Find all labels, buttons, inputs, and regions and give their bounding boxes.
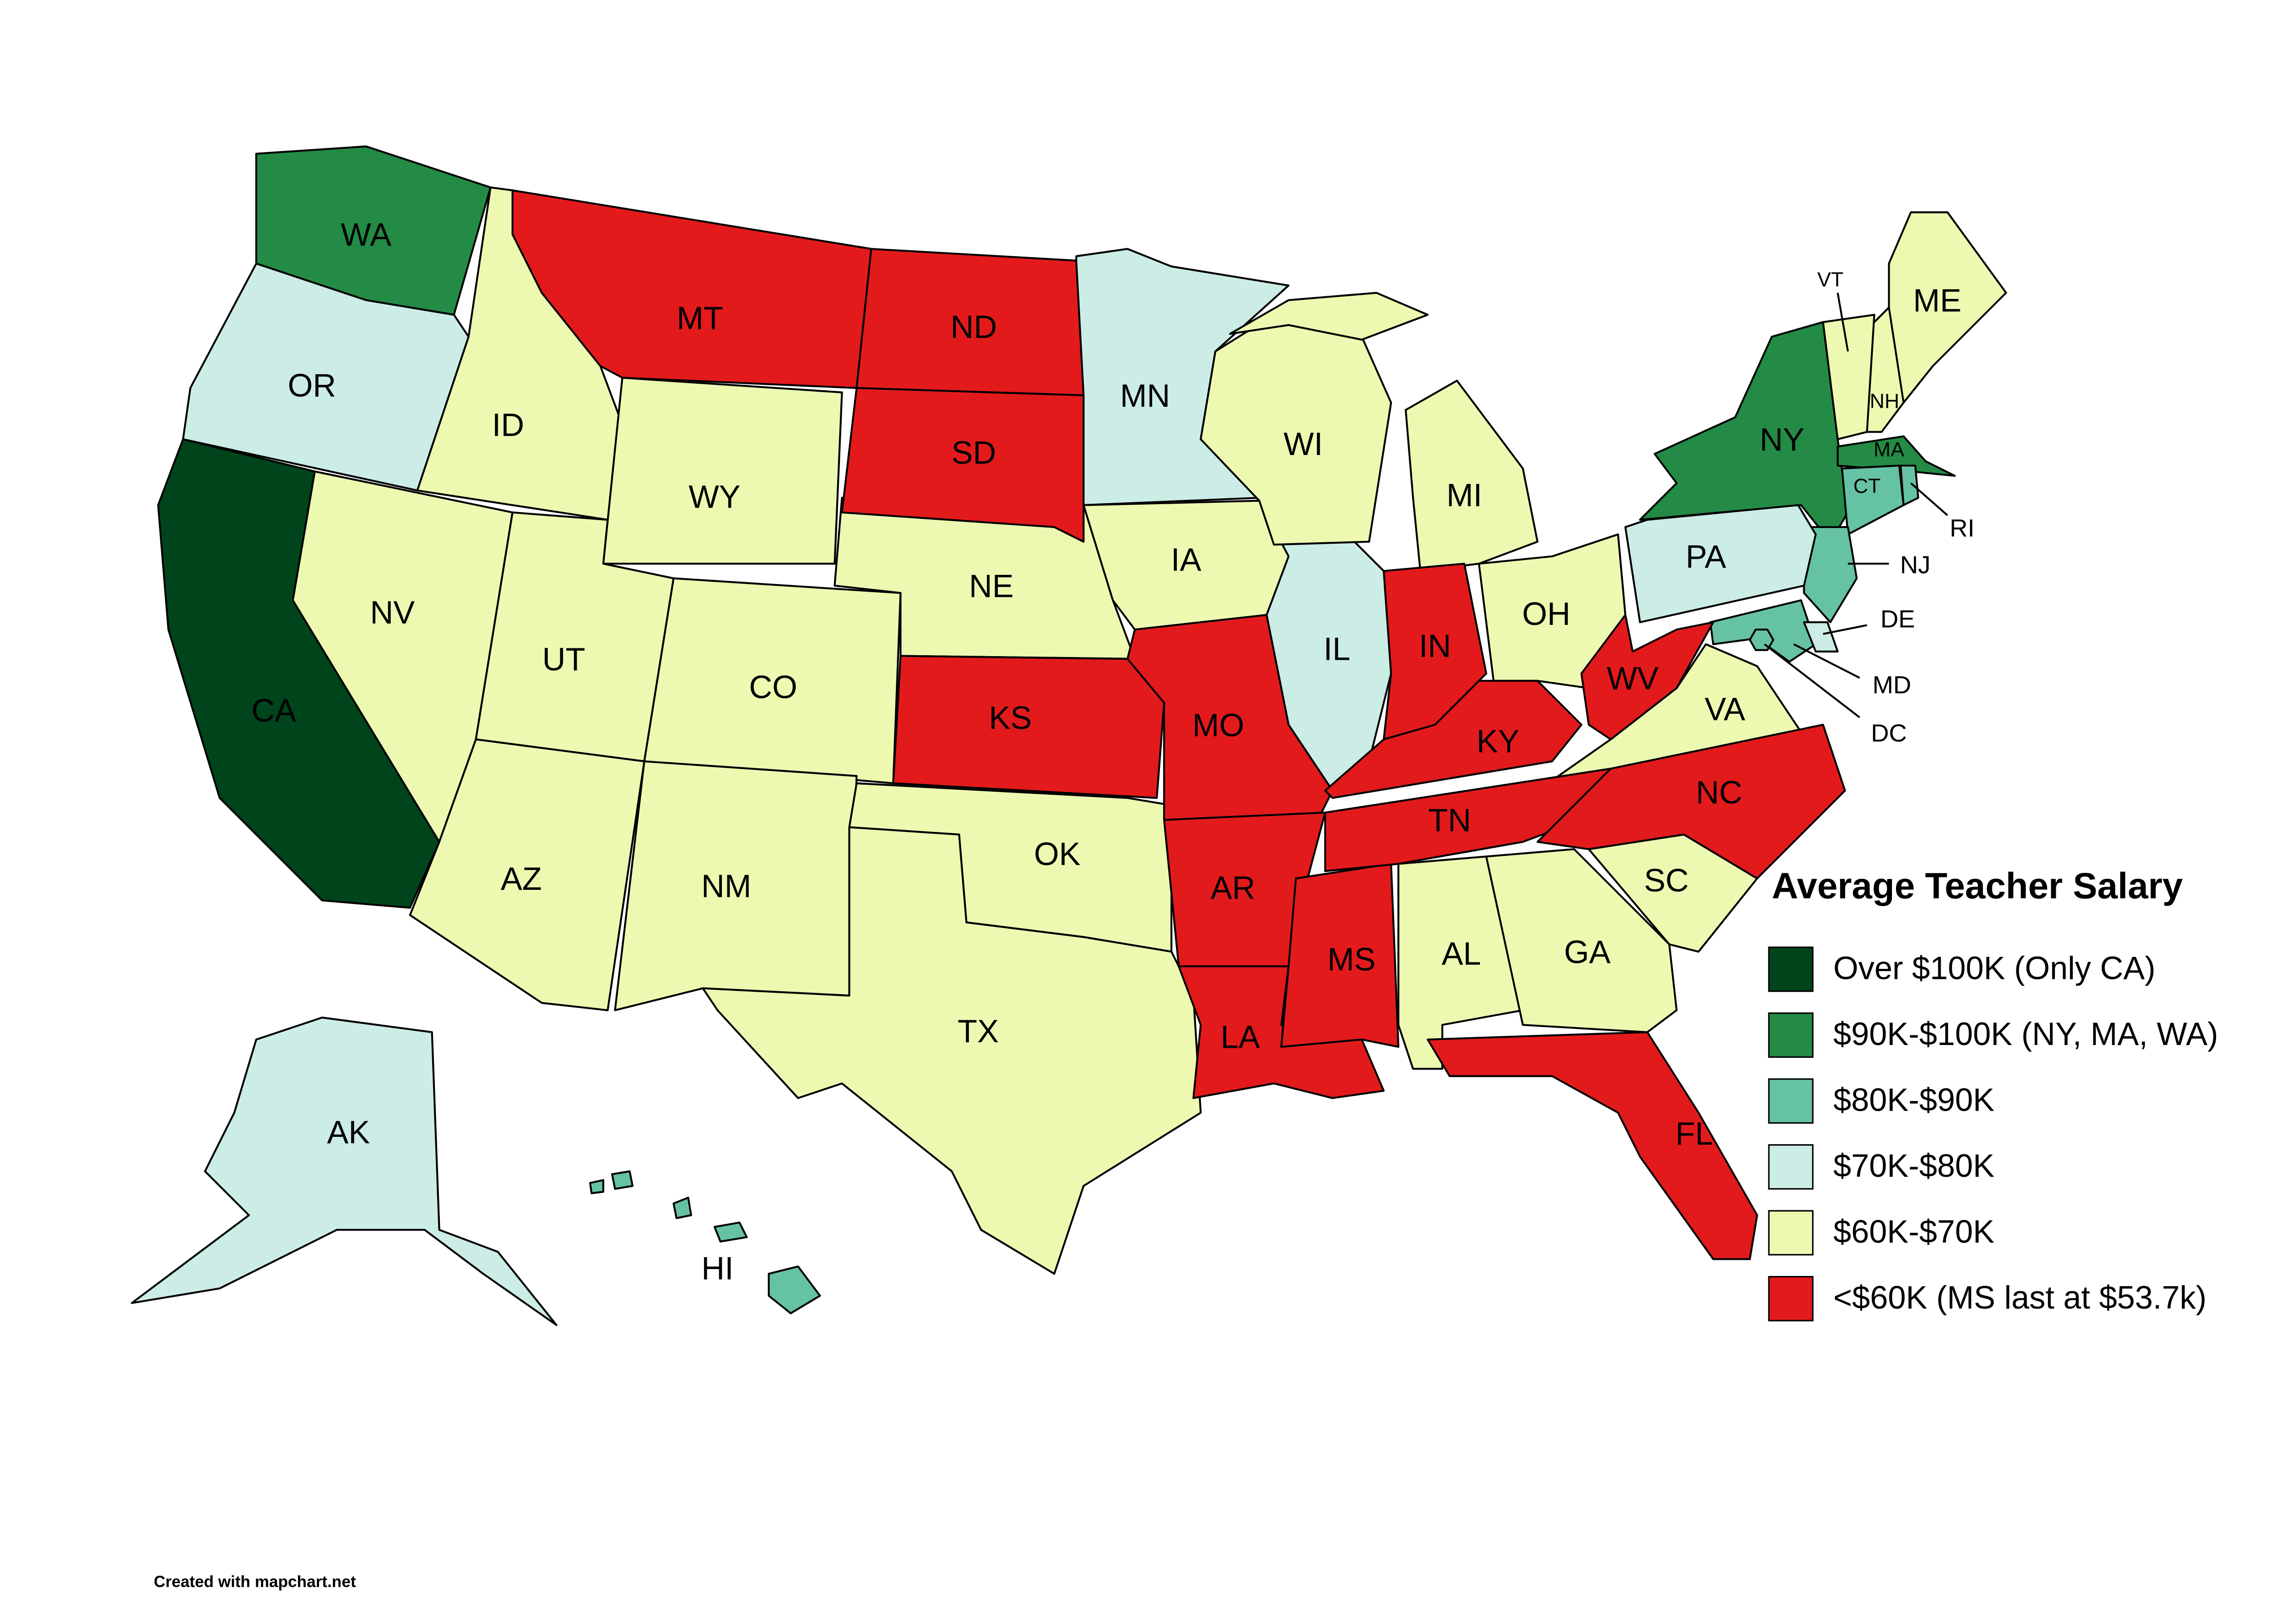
state-label: NJ xyxy=(1900,551,1930,579)
state xyxy=(892,655,1165,799)
state-label: TN xyxy=(1428,802,1471,838)
legend-label: Over $100K (Only CA) xyxy=(1833,950,2155,986)
state xyxy=(1899,464,1919,506)
state-label: MT xyxy=(677,300,723,336)
state-label: TX xyxy=(957,1013,999,1049)
state-label: OH xyxy=(1522,596,1570,632)
state-label: IN xyxy=(1419,628,1451,664)
legend-swatch xyxy=(1768,1078,1814,1124)
state-label: UT xyxy=(542,641,585,677)
state-label: IA xyxy=(1171,541,1201,578)
state-label: SC xyxy=(1644,862,1688,898)
state xyxy=(1485,848,1678,1034)
state-label: WY xyxy=(689,478,741,515)
state-label: LA xyxy=(1221,1019,1260,1055)
state xyxy=(1803,621,1839,653)
state-label: MN xyxy=(1120,377,1170,414)
state xyxy=(1199,314,1392,546)
state-label: CA xyxy=(252,692,297,728)
state-label: IL xyxy=(1323,631,1351,667)
state-label: NY xyxy=(1760,421,1804,458)
state-labels: CA NY MA WA CT NJ MD RI DC HI OR MN IL PA AK DE ID WY NV UT… xyxy=(252,216,1975,1286)
state-label: HI xyxy=(701,1250,733,1286)
legend-swatch xyxy=(1768,946,1814,992)
state-label: NV xyxy=(370,594,415,630)
leader-line xyxy=(1836,292,1849,352)
state-label: CO xyxy=(749,669,797,705)
leader-line xyxy=(1764,643,1861,719)
legend: Over $100K (Only CA) $90K-$100K (NY, MA, … xyxy=(1768,946,2218,1321)
state-label: CT xyxy=(1853,475,1881,498)
state-label: MO xyxy=(1193,707,1244,743)
state xyxy=(130,1017,557,1326)
state xyxy=(1383,562,1487,741)
state-label: MS xyxy=(1328,941,1376,978)
state xyxy=(1749,629,1774,651)
state xyxy=(1177,965,1385,1099)
state-label: ID xyxy=(492,407,524,443)
legend-label: $80K-$90K xyxy=(1833,1082,1994,1118)
state-label: ND xyxy=(951,309,997,345)
legend-label: $70K-$80K xyxy=(1833,1147,1994,1184)
state-label: KS xyxy=(989,699,1032,736)
state-label: RI xyxy=(1950,515,1975,542)
state-label: AR xyxy=(1210,869,1255,905)
state xyxy=(1426,1031,1758,1260)
states xyxy=(130,145,2007,1326)
leader-line xyxy=(1910,482,1948,517)
state-label: OR xyxy=(288,367,336,404)
state-label: AZ xyxy=(501,860,542,897)
state-label: OK xyxy=(1034,836,1080,872)
state xyxy=(589,1170,821,1315)
state-label: ME xyxy=(1913,282,1961,319)
legend-title: Average Teacher Salary xyxy=(1772,865,2183,906)
state-label: SD xyxy=(951,434,996,471)
state-label: NM xyxy=(701,868,751,904)
legend-swatch xyxy=(1768,1144,1814,1190)
state-label: NE xyxy=(969,568,1013,604)
legend-swatch xyxy=(1768,1276,1814,1321)
legend-label: $90K-$100K (NY, MA, WA) xyxy=(1833,1016,2218,1052)
leader-line xyxy=(1793,643,1860,679)
legend-swatch xyxy=(1768,1210,1814,1256)
state-label: NC xyxy=(1696,774,1742,810)
state-label: MI xyxy=(1446,477,1482,513)
state-label: WI xyxy=(1283,426,1323,462)
state-label: FL xyxy=(1675,1115,1713,1152)
state xyxy=(841,387,1085,543)
state-label: NH xyxy=(1870,390,1899,413)
state-label: MA xyxy=(1874,438,1904,461)
state-label: MD xyxy=(1873,671,1911,699)
state-label: AL xyxy=(1441,935,1481,972)
state xyxy=(702,826,1202,1275)
state-label: WA xyxy=(341,216,392,253)
state xyxy=(1836,435,1956,477)
legend-label: <$60K (MS last at $53.7k) xyxy=(1833,1279,2206,1315)
legend-label: $60K-$70K xyxy=(1833,1214,1994,1250)
state-label: DE xyxy=(1880,605,1915,633)
state xyxy=(1624,504,1817,624)
state xyxy=(1822,314,1875,440)
state xyxy=(1536,724,1846,880)
legend-swatch xyxy=(1768,1012,1814,1058)
state-label: WV xyxy=(1607,660,1659,696)
state-label: KY xyxy=(1476,723,1519,759)
state-label: VT xyxy=(1817,269,1843,291)
state xyxy=(1580,614,1714,741)
state-label: PA xyxy=(1686,539,1727,575)
state-label: AK xyxy=(327,1114,370,1150)
state-label: VA xyxy=(1705,691,1745,727)
state-label: GA xyxy=(1564,934,1611,970)
state xyxy=(1229,292,1539,572)
credit: Created with mapchart.net xyxy=(154,1573,356,1590)
state-label: DC xyxy=(1871,719,1907,747)
leader-line xyxy=(1823,624,1868,635)
state xyxy=(182,262,470,492)
state xyxy=(602,376,843,565)
